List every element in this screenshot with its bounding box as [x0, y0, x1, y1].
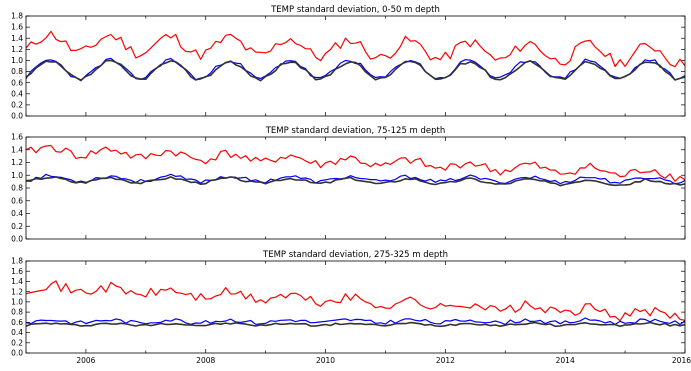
series-line-3 [26, 176, 685, 187]
series-line-2 [26, 317, 685, 326]
x-tick-label: 2006 [76, 356, 95, 365]
y-tick-label: 0.4 [11, 209, 23, 218]
y-tick-label: 1.2 [11, 45, 23, 54]
x-tick-label: 2014 [556, 356, 575, 365]
plot-frame [25, 15, 686, 117]
y-tick-label: 0.2 [11, 100, 23, 109]
y-tick-label: 1.6 [11, 133, 23, 142]
y-tick-label: 1.4 [11, 277, 23, 286]
series-line-1 [26, 30, 685, 68]
y-tick-label: 0.8 [11, 67, 23, 76]
y-tick-label: 1.2 [11, 158, 23, 167]
series-line-3 [26, 321, 685, 328]
y-tick-label: 1.4 [11, 34, 23, 43]
series-line-3 [26, 59, 685, 82]
panel-1: TEMP standard deviation, 0-50 m depth 0.0… [11, 5, 686, 121]
y-tick-label: 1.8 [11, 12, 23, 21]
x-tick-label: 2016 [672, 356, 691, 365]
y-tick-label: 1.8 [11, 257, 23, 266]
panel-3: TEMP standard deviation, 275-325 m depth… [11, 250, 691, 365]
y-tick-label: 0.2 [11, 338, 23, 347]
panel-title: TEMP standard deviation, 75-125 m depth [265, 126, 446, 136]
panel-2: TEMP standard deviation, 75-125 m depth 0… [11, 126, 686, 244]
y-tick-label: 1.4 [11, 145, 23, 154]
series-line-1 [26, 144, 685, 182]
y-tick-label: 0.6 [11, 318, 23, 327]
y-tick-label: 0.4 [11, 89, 23, 98]
y-tick-label: 0.0 [11, 112, 23, 121]
y-tick-label: 0.6 [11, 78, 23, 87]
y-tick-label: 0.6 [11, 196, 23, 205]
y-tick-label: 0.2 [11, 222, 23, 231]
x-tick-label: 2010 [316, 356, 335, 365]
y-tick-label: 1.0 [11, 171, 23, 180]
y-tick-label: 1.0 [11, 56, 23, 65]
x-tick-label: 2008 [196, 356, 215, 365]
y-tick-label: 0.0 [11, 349, 23, 358]
x-tick-label: 2012 [436, 356, 455, 365]
y-tick-label: 1.0 [11, 297, 23, 306]
plot-frame [25, 136, 686, 240]
y-tick-label: 0.0 [11, 235, 23, 244]
plot-frame [25, 260, 686, 354]
y-tick-label: 1.6 [11, 267, 23, 276]
series-line-2 [26, 173, 685, 185]
y-tick-label: 0.4 [11, 328, 23, 337]
series-line-1 [26, 280, 685, 322]
y-tick-label: 0.8 [11, 308, 23, 317]
panel-title: TEMP standard deviation, 0-50 m depth [270, 5, 440, 15]
y-tick-label: 0.8 [11, 184, 23, 193]
y-tick-label: 1.2 [11, 287, 23, 296]
y-tick-label: 1.6 [11, 23, 23, 32]
panel-title: TEMP standard deviation, 275-325 m depth [262, 250, 448, 260]
